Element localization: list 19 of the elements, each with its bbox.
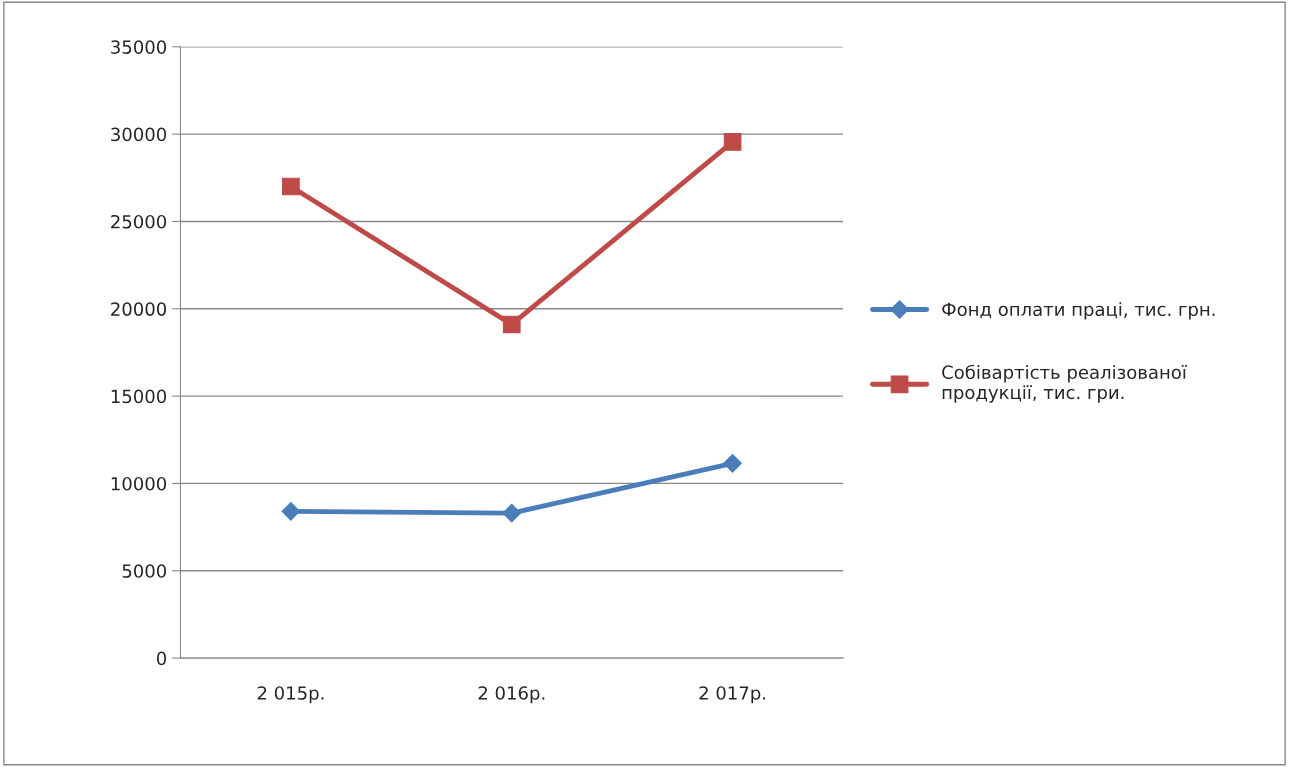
y-tick-label: 10000 [111,476,167,491]
point [502,503,522,523]
x-tick-label: 2 015р. [257,686,324,704]
point [282,177,300,196]
y-tick-label: 35000 [111,40,167,54]
x-tick-label: 2 017р. [699,686,766,704]
y-tick-label: 30000 [111,127,167,142]
y-tick-label: 0 [156,651,167,666]
point [723,133,742,151]
x-tick-label: 2 016р. [478,686,545,704]
y-tick-label: 20000 [111,302,167,316]
y-tick-label: 15000 [111,389,167,404]
y-tick-label: 25000 [111,214,167,229]
legend-label: Фонд оплати праці, тис. грн. [942,302,1215,320]
point [502,315,521,334]
y-tick-label: 5000 [122,564,167,578]
point [281,502,301,521]
point [723,453,742,473]
legend-label: Собівартість реалізованої продукції, тис. гри. [942,364,1187,403]
